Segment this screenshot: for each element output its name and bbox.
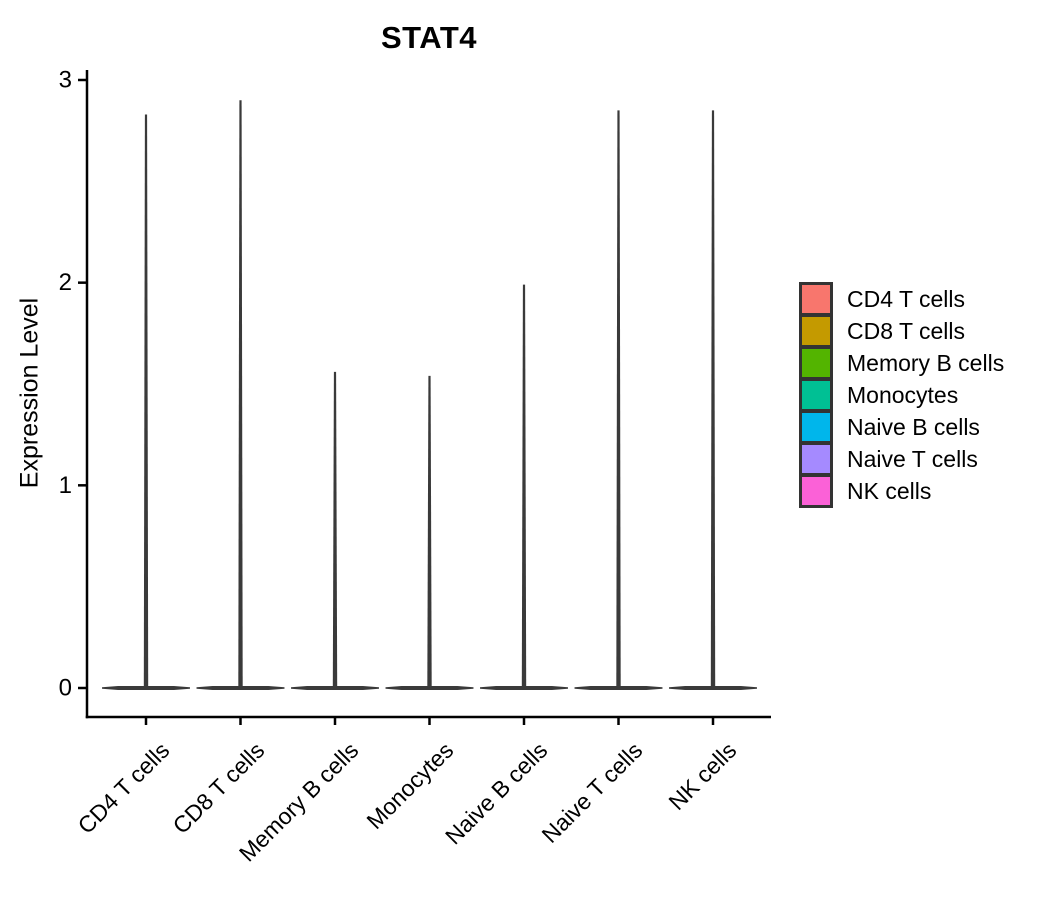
legend-swatch	[799, 410, 833, 444]
legend-item-monocytes: Monocytes	[799, 378, 1004, 412]
chart-title: STAT4	[380, 20, 478, 55]
legend-item-naive-t-cells: Naive T cells	[799, 442, 1004, 476]
legend: CD4 T cells CD8 T cells Memory B cells Mono…	[799, 282, 1005, 508]
legend-swatch	[799, 442, 833, 476]
y-tick-label: 1	[59, 472, 72, 499]
violin-spike-nk-cells	[710, 110, 716, 688]
legend-label: CD4 T cells	[847, 285, 966, 312]
legend-item-naive-b-cells: Naive B cells	[799, 410, 1004, 444]
legend-swatch	[799, 378, 833, 412]
legend-item-memory-b-cells: Memory B cells	[799, 346, 1005, 380]
violin-spike-cd4-t-cells	[143, 114, 149, 688]
legend-swatch	[799, 474, 833, 508]
y-tick-label: 0	[59, 675, 72, 702]
legend-swatch	[799, 282, 833, 316]
violin-spike-memory-b-cells	[332, 371, 338, 688]
y-tick-label: 2	[59, 269, 72, 296]
legend-swatch	[799, 346, 833, 380]
y-tick-label: 3	[59, 66, 72, 93]
legend-item-nk-cells: NK cells	[799, 474, 1004, 508]
violin-spike-monocytes	[427, 375, 432, 688]
legend-label: Memory B cells	[847, 349, 1005, 376]
legend-swatch	[799, 314, 833, 348]
legend-label: Monocytes	[847, 381, 959, 408]
legend-label: NK cells	[847, 477, 932, 504]
legend-item-cd8-t-cells: CD8 T cells	[799, 314, 1004, 348]
violin-spike-naive-t-cells	[616, 110, 621, 688]
legend-label: CD8 T cells	[847, 317, 966, 344]
legend-label: Naive T cells	[847, 445, 978, 472]
legend-label: Naive B cells	[847, 413, 980, 440]
violin-spike-cd8-t-cells	[238, 100, 243, 688]
legend-item-cd4-t-cells: CD4 T cells	[799, 282, 1004, 316]
violin-spike-naive-b-cells	[521, 284, 527, 688]
